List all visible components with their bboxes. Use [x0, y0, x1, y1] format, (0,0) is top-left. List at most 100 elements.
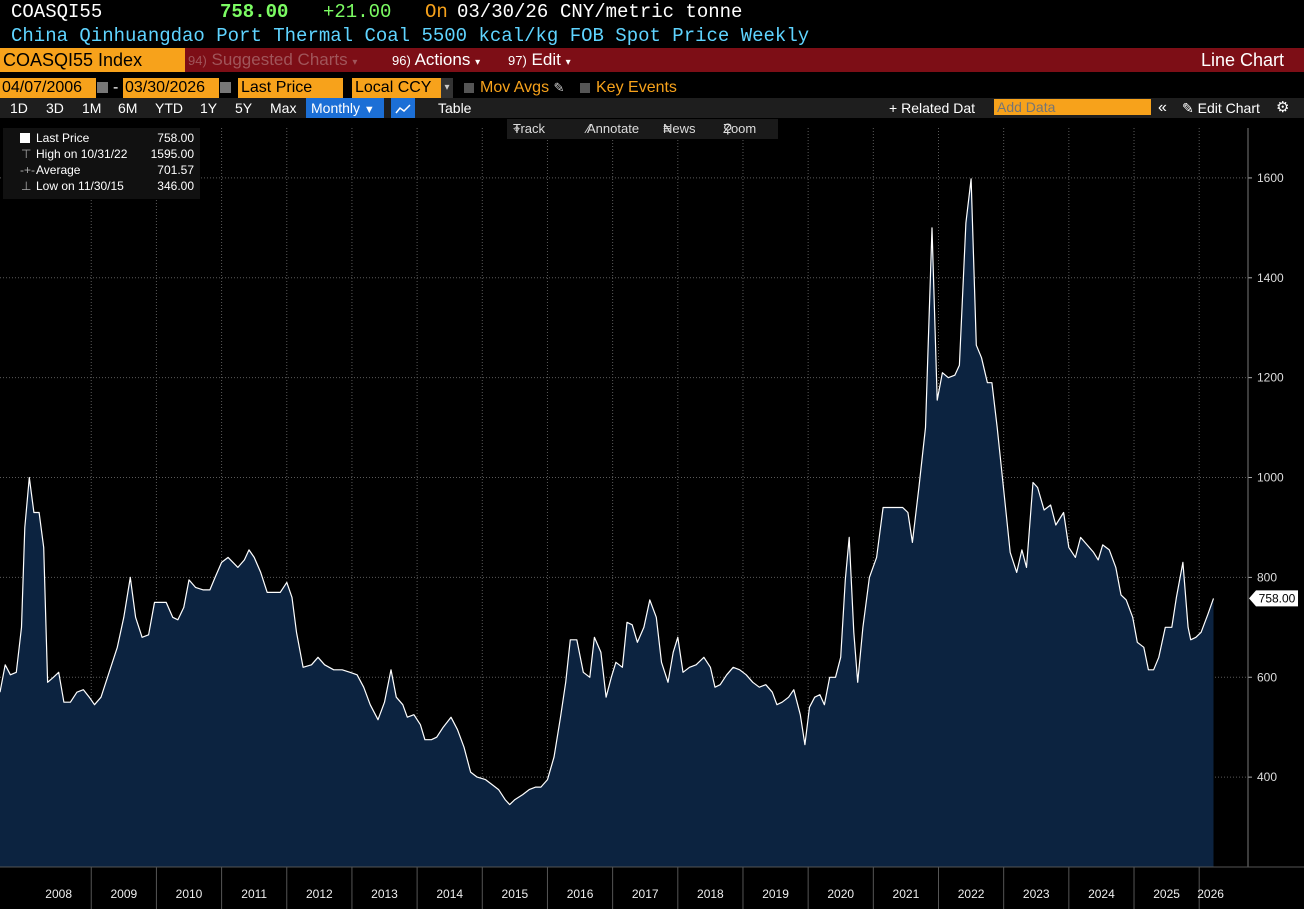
on-label: On: [425, 1, 448, 23]
add-data-input[interactable]: [994, 99, 1151, 115]
price-unit: CNY/metric tonne: [560, 1, 743, 23]
calendar-icon[interactable]: [219, 78, 231, 98]
period-max-button[interactable]: Max: [270, 100, 297, 116]
frequency-label: Monthly: [311, 100, 361, 116]
period-6m-button[interactable]: 6M: [118, 100, 138, 116]
edit-menu[interactable]: 97) Edit ▾: [508, 48, 588, 72]
chart-type-label: Line Chart: [1200, 50, 1284, 70]
price-area: [0, 178, 1214, 867]
price-line: [0, 178, 1215, 806]
security-field[interactable]: COASQI55 Index: [0, 48, 185, 72]
suggested-charts-label: Suggested Charts: [211, 50, 348, 69]
x-tick-label-2019: 2019: [762, 887, 789, 901]
actions-number: 96): [392, 53, 411, 68]
legend-high-label: High on 10/31/22: [36, 147, 128, 161]
security-description: China Qinhuangdao Port Thermal Coal 5500…: [11, 25, 810, 47]
edit-chart-button[interactable]: ✎ Edit Chart: [1182, 98, 1260, 118]
legend-low-label: Low on 11/30/15: [36, 179, 124, 193]
period-bar: 1D 3D 1M 6M YTD 1Y 5Y Max Monthly ▼ Tabl…: [0, 98, 1304, 118]
y-axis: 400 600 800 1000 1200 1400 1600 758.00: [1247, 128, 1298, 867]
checkbox-icon: [464, 82, 474, 93]
actions-menu[interactable]: 96) Actions ▾: [392, 48, 500, 72]
mov-avgs-label: Mov Avgs: [480, 79, 550, 96]
suggested-charts-number: 94): [188, 53, 207, 68]
price-date: 03/30/26: [457, 1, 549, 23]
mov-avgs-toggle[interactable]: Mov Avgs ✎: [464, 78, 564, 98]
legend-row-last: Last Price 758.00: [3, 130, 200, 146]
price-change: +21.00: [323, 1, 392, 23]
edit-chart-label: Edit Chart: [1197, 100, 1260, 116]
x-tick-label-2016: 2016: [567, 887, 594, 901]
legend-last-label: Last Price: [36, 131, 90, 145]
last-price: 758.00: [220, 1, 289, 23]
period-1d-button[interactable]: 1D: [10, 100, 28, 116]
chart-toolbar: ⌖ Track ⁄ Annotate ≡ News ⚲ Zoom: [507, 119, 778, 139]
period-1y-button[interactable]: 1Y: [200, 100, 218, 116]
header-line: COASQI55 758.00 +21.00 On 03/30/26 CNY/m…: [0, 0, 1304, 24]
edit-label: Edit: [531, 50, 561, 69]
suggested-charts-menu[interactable]: 94) Suggested Charts ▾: [188, 48, 383, 72]
x-tick-label-2012: 2012: [306, 887, 333, 901]
line-chart-icon[interactable]: [391, 98, 415, 118]
period-5y-button[interactable]: 5Y: [235, 100, 253, 116]
chevron-down-icon: ▾: [352, 57, 358, 68]
last-value-tag: [1249, 590, 1298, 607]
field-select[interactable]: Last Price: [238, 78, 343, 98]
related-data-button[interactable]: + Related Dat: [889, 98, 975, 118]
last-value-label: 758.00: [1259, 591, 1296, 605]
annotate-icon: ⁄: [587, 121, 590, 136]
legend-high-value: 1595.00: [150, 147, 194, 161]
table-button[interactable]: Table: [438, 100, 472, 116]
chevron-down-icon: ▼: [363, 104, 375, 116]
x-tick-label-2008: 2008: [45, 887, 72, 901]
crosshair-icon: ⌖: [513, 121, 521, 136]
pencil-icon: ✎: [1182, 100, 1194, 116]
x-tick-label-2018: 2018: [697, 887, 724, 901]
controls-row: 04/07/2006 - 03/30/2026 Last Price Local…: [0, 78, 1304, 98]
calendar-icon[interactable]: [96, 78, 108, 98]
key-events-toggle[interactable]: Key Events: [580, 78, 677, 98]
magnifier-icon: ⚲: [723, 121, 733, 136]
gear-icon[interactable]: ⚙: [1276, 99, 1290, 116]
annotate-label: Annotate: [587, 121, 640, 136]
date-separator: -: [113, 79, 119, 96]
y-tick-label-1400: 1400: [1257, 271, 1284, 285]
legend-row-average: -+- Average 701.57: [3, 162, 200, 178]
legend-average-value: 701.57: [157, 163, 194, 177]
key-events-label: Key Events: [596, 79, 677, 96]
chevron-down-icon: ▾: [475, 57, 481, 68]
ticker: COASQI55: [11, 1, 103, 23]
currency-select[interactable]: Local CCY: [352, 78, 443, 98]
x-tick-label-2026: 2026: [1197, 887, 1224, 901]
frequency-select[interactable]: Monthly ▼: [306, 98, 384, 118]
legend-low-value: 346.00: [157, 179, 194, 193]
average-marker-icon: -+-: [20, 163, 35, 177]
period-ytd-button[interactable]: YTD: [155, 100, 183, 116]
chevron-down-icon[interactable]: ▾: [441, 78, 453, 98]
x-tick-label-2024: 2024: [1088, 887, 1115, 901]
y-tick-label-600: 600: [1257, 670, 1277, 684]
legend-row-high: ⊤ High on 10/31/22 1595.00: [3, 146, 200, 162]
x-tick-label-2009: 2009: [110, 887, 137, 901]
news-icon: ≡: [663, 121, 671, 136]
period-1m-button[interactable]: 1M: [82, 100, 102, 116]
track-label: Track: [513, 121, 546, 136]
x-tick-label-2025: 2025: [1153, 887, 1180, 901]
x-tick-label-2013: 2013: [371, 887, 398, 901]
collapse-icon[interactable]: «: [1158, 99, 1167, 116]
y-tick-label-1000: 1000: [1257, 471, 1284, 485]
related-data-label: Related Dat: [901, 100, 976, 116]
white-square-icon: [20, 133, 30, 143]
end-date-field[interactable]: 03/30/2026: [123, 78, 219, 98]
x-tick-label-2023: 2023: [1023, 887, 1050, 901]
x-tick-label-2010: 2010: [176, 887, 203, 901]
start-date-field[interactable]: 04/07/2006: [0, 78, 96, 98]
period-3d-button[interactable]: 3D: [46, 100, 64, 116]
pencil-icon[interactable]: ✎: [553, 80, 565, 95]
legend-average-label: Average: [36, 163, 81, 177]
x-axis: 2008 2009 2010 2011 2012 2013 2014 2015 2016 2017…: [0, 866, 1304, 909]
chart-legend: Last Price 758.00 ⊤ High on 10/31/22 159…: [3, 128, 200, 199]
x-tick-label-2017: 2017: [632, 887, 659, 901]
x-tick-label-2021: 2021: [893, 887, 920, 901]
